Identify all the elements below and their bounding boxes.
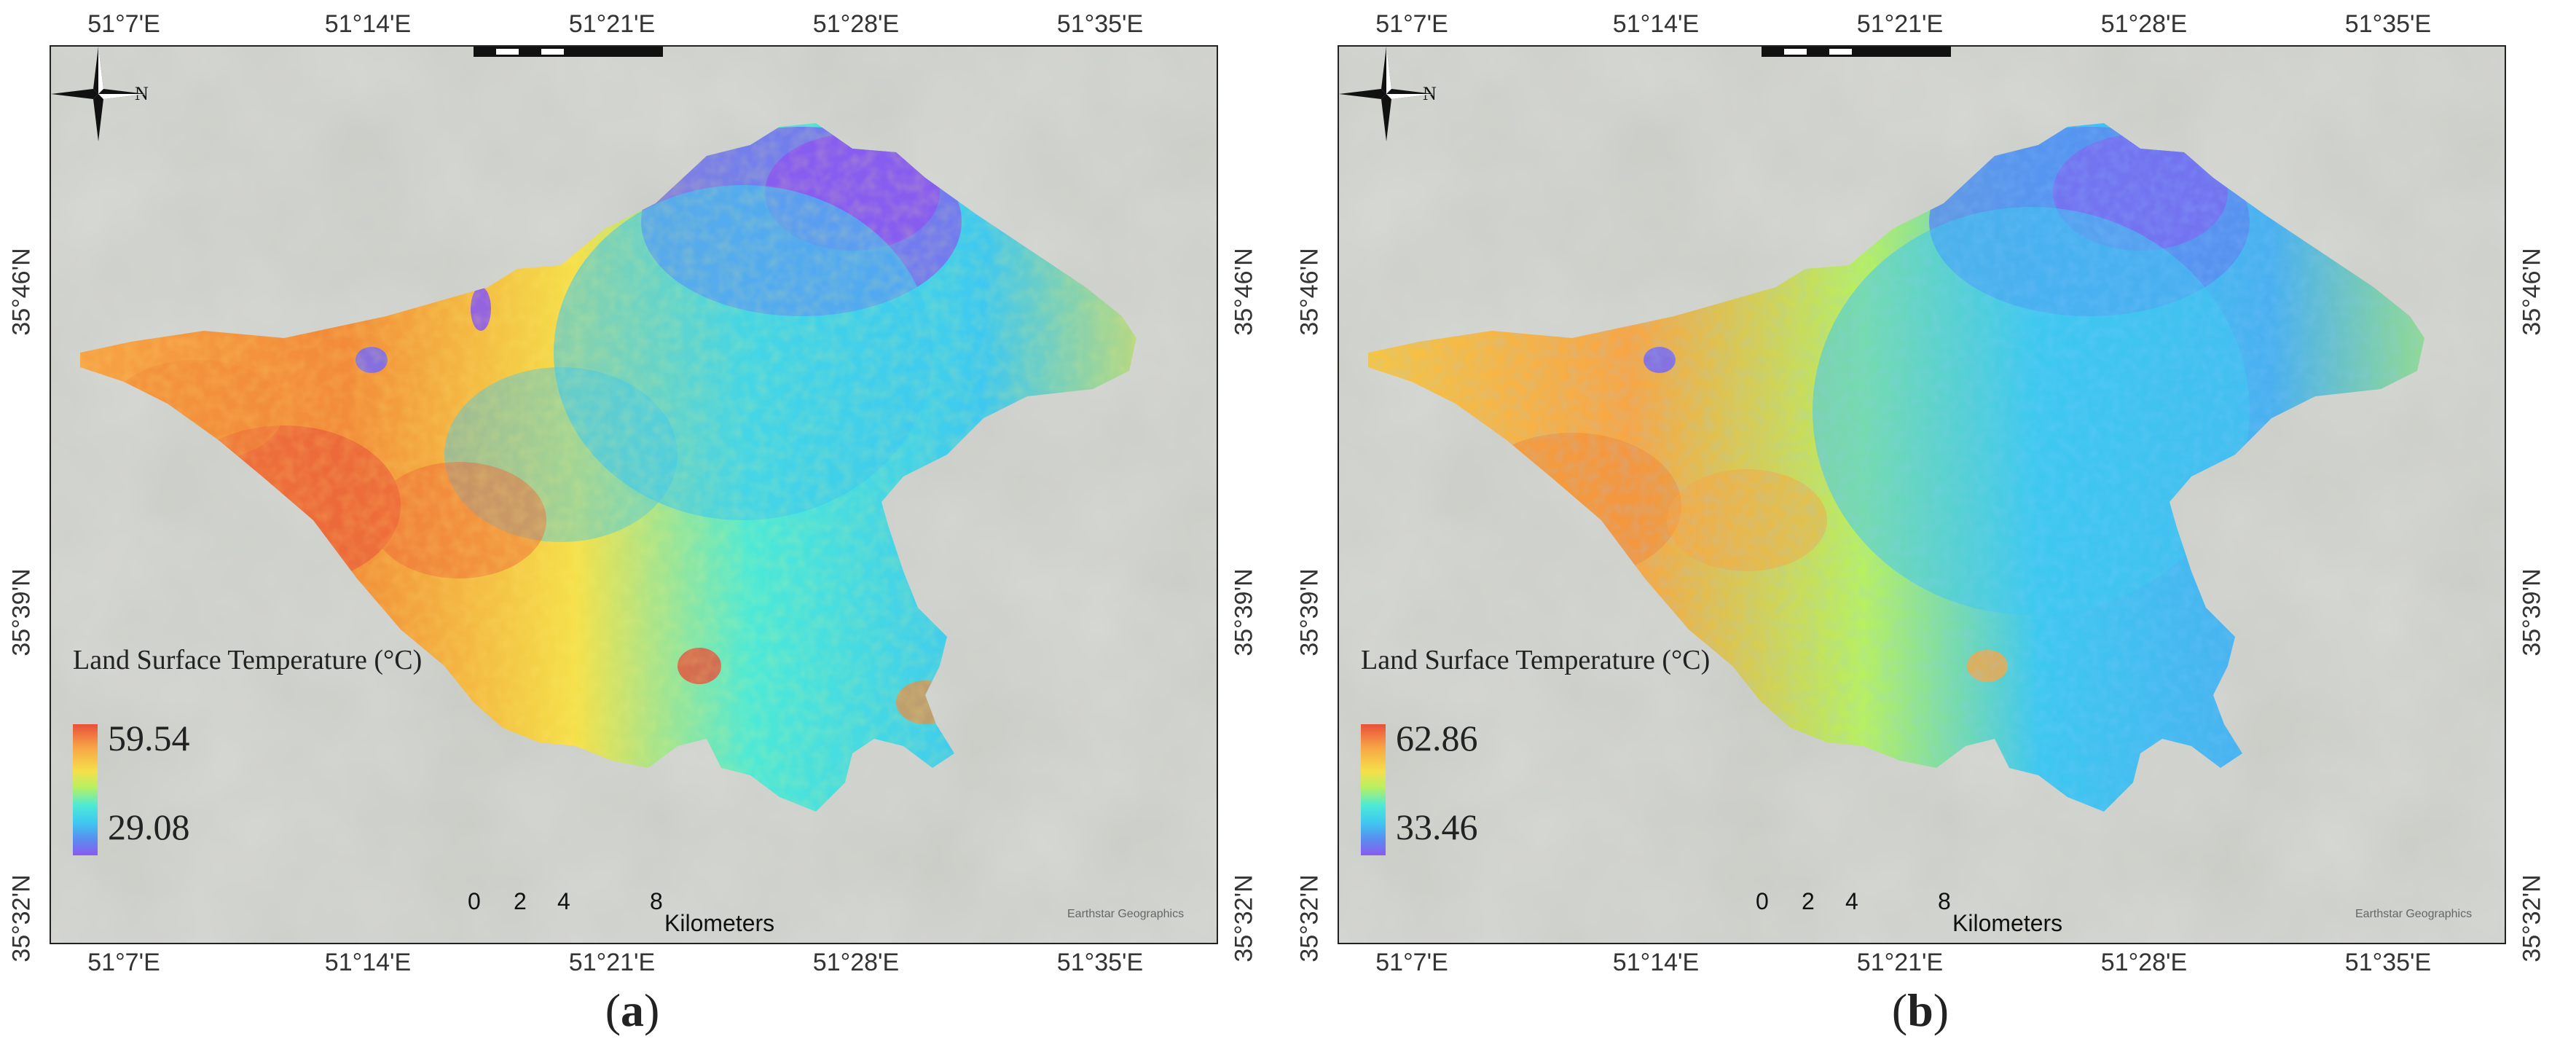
lon-label-bottom: 51°28'E <box>812 949 900 976</box>
lon-label-top: 51°35'E <box>2344 10 2432 38</box>
scale-tick: 2 <box>514 888 527 914</box>
lst-map <box>51 47 1217 943</box>
lon-label-bottom: 51°35'E <box>1056 949 1144 976</box>
map-frame: N Land Surface Temperature (°C) 59.54 29… <box>50 45 1218 944</box>
panel-caption: (a) <box>605 984 660 1036</box>
legend-max-value: 62.86 <box>1396 718 1478 758</box>
lat-label-right: 35°39'N <box>1230 568 1258 656</box>
lon-label-bottom: 51°14'E <box>1612 949 1700 976</box>
scale-bar <box>474 47 663 57</box>
scale-units: Kilometers <box>664 910 775 936</box>
legend-title: Land Surface Temperature (°C) <box>73 645 423 675</box>
north-arrow-icon <box>1339 47 1434 141</box>
lat-label-right: 35°46'N <box>2518 247 2546 336</box>
scale-tick: 4 <box>1845 888 1858 914</box>
legend-color-ramp <box>1361 724 1386 855</box>
basemap-attribution: Earthstar Geographics <box>2355 908 2473 920</box>
lon-label-bottom: 51°7'E <box>1375 949 1448 976</box>
lat-label-left: 35°32'N <box>7 874 36 962</box>
scale-units: Kilometers <box>1952 910 2063 936</box>
basemap-attribution: Earthstar Geographics <box>1067 908 1185 920</box>
lat-label-left: 35°39'N <box>7 568 36 656</box>
north-arrow-icon <box>51 47 146 141</box>
lat-label-right: 35°46'N <box>1230 247 1258 336</box>
lon-label-bottom: 51°14'E <box>324 949 412 976</box>
scale-tick: 2 <box>1802 888 1815 914</box>
legend-min-value: 33.46 <box>1396 807 1478 847</box>
lat-label-left: 35°46'N <box>1295 247 1324 336</box>
lat-label-left: 35°46'N <box>7 247 36 336</box>
scale-tick: 8 <box>650 888 663 914</box>
map-panel-a: 51°7'E 51°14'E 51°21'E 51°28'E 51°35'E <box>7 10 1258 1036</box>
lon-label-top: 51°28'E <box>2100 10 2188 38</box>
lon-label-bottom: 51°28'E <box>2100 949 2188 976</box>
lon-label-top: 51°35'E <box>1056 10 1144 38</box>
lon-label-top: 51°14'E <box>324 10 412 38</box>
legend-title: Land Surface Temperature (°C) <box>1361 645 1711 675</box>
legend-color-ramp <box>73 724 98 855</box>
lon-label-bottom: 51°21'E <box>568 949 656 976</box>
lon-label-bottom: 51°35'E <box>2344 949 2432 976</box>
lon-label-bottom: 51°21'E <box>1856 949 1944 976</box>
lat-label-right: 35°32'N <box>2518 874 2546 962</box>
map-frame: N Land Surface Temperature (°C) 62.86 33… <box>1338 45 2506 944</box>
lon-label-top: 51°28'E <box>812 10 900 38</box>
lat-label-right: 35°32'N <box>1230 874 1258 962</box>
scale-tick: 0 <box>1756 888 1769 914</box>
lon-label-top: 51°7'E <box>1375 10 1448 38</box>
lat-label-left: 35°32'N <box>1295 874 1324 962</box>
map-panel-b: 51°7'E 51°14'E 51°21'E 51°28'E 51°35'E <box>1288 0 2576 1063</box>
lon-label-top: 51°14'E <box>1612 10 1700 38</box>
lat-label-left: 35°39'N <box>1295 568 1324 656</box>
scale-tick: 4 <box>557 888 570 914</box>
lon-label-top: 51°7'E <box>87 10 160 38</box>
scale-tick: 8 <box>1938 888 1951 914</box>
lat-label-right: 35°39'N <box>2518 568 2546 656</box>
scale-bar <box>1762 47 1951 57</box>
lon-label-bottom: 51°7'E <box>87 949 160 976</box>
lon-label-top: 51°21'E <box>568 10 656 38</box>
panel-caption: (b) <box>1891 984 1949 1036</box>
legend-min-value: 29.08 <box>108 807 190 847</box>
legend-max-value: 59.54 <box>108 718 190 758</box>
lst-map <box>1339 47 2505 943</box>
lon-label-top: 51°21'E <box>1856 10 1944 38</box>
scale-tick: 0 <box>468 888 481 914</box>
